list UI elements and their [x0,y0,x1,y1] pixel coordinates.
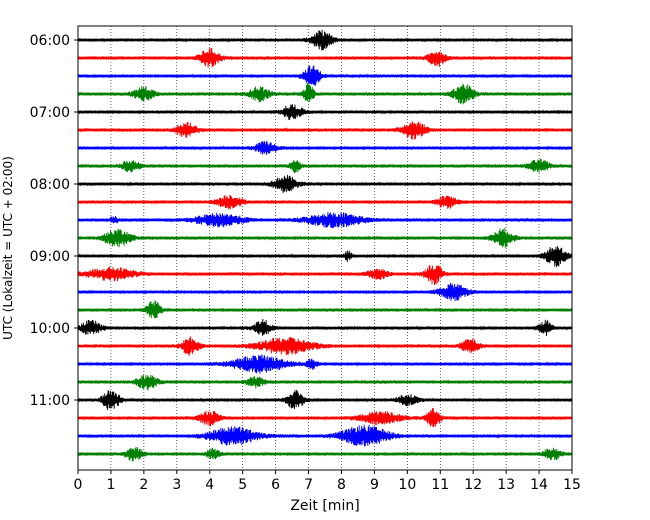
x-axis-label: Zeit [min] [290,498,359,514]
grid-layer [110,26,540,470]
x-tick-label: 2 [139,477,148,493]
x-tick-label: 3 [172,477,181,493]
x-tick-label: 15 [563,477,581,493]
y-tick-label: 07:00 [30,105,70,121]
trace-layer [77,29,573,462]
x-tick-label: 11 [431,477,449,493]
y-axis: 06:00 07:00 08:00 09:00 10:00 11:00 [30,33,78,409]
x-tick-label: 14 [530,477,548,493]
x-tick-label: 6 [271,477,280,493]
x-tick-label: 10 [398,477,416,493]
x-tick-label: 1 [106,477,115,493]
x-tick-label: 12 [464,477,482,493]
x-tick-label: 13 [497,477,515,493]
y-axis-label: UTC (Lokalzeit = UTC + 02:00) [1,156,15,340]
x-tick-label: 8 [337,477,346,493]
y-tick-label: 08:00 [30,177,70,193]
y-tick-label: 06:00 [30,33,70,49]
x-tick-label: 9 [370,477,379,493]
y-tick-label: 11:00 [30,393,70,409]
plot-frame [77,25,573,471]
y-tick-label: 10:00 [30,321,70,337]
x-axis: 0 1 2 3 4 5 6 7 8 9 10 11 12 13 14 15 [74,470,581,493]
y-tick-label: 09:00 [30,249,70,265]
x-tick-label: 4 [205,477,214,493]
x-tick-label: 7 [304,477,313,493]
x-tick-label: 5 [238,477,247,493]
x-tick-label: 0 [74,477,83,493]
